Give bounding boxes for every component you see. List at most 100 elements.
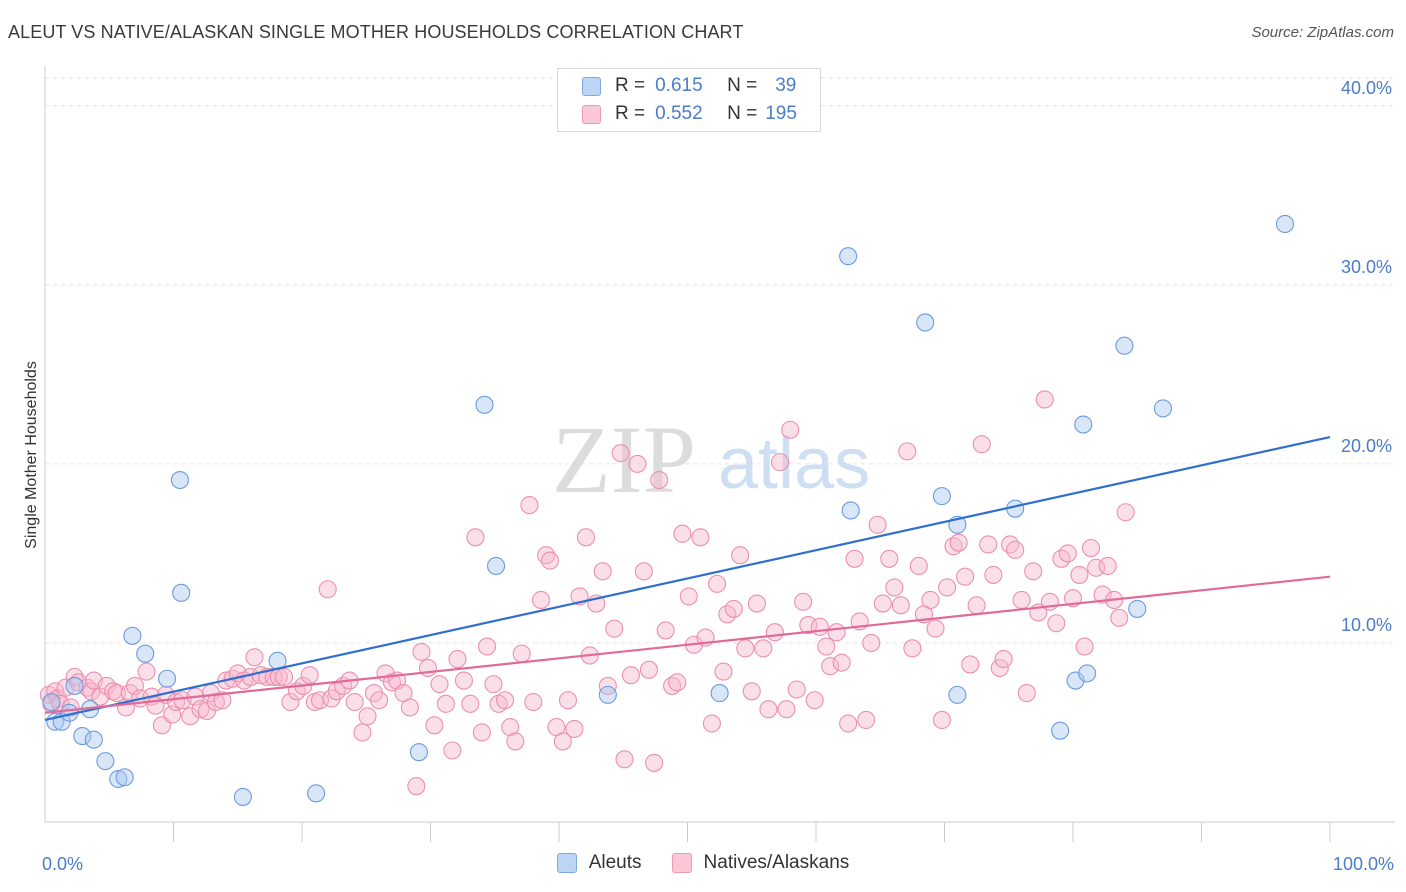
data-point	[972, 435, 991, 454]
data-point	[932, 710, 951, 729]
data-point	[524, 692, 543, 712]
data-point	[736, 639, 755, 658]
data-point	[593, 562, 612, 581]
data-point	[656, 621, 675, 640]
data-point	[448, 650, 467, 669]
data-point	[1074, 415, 1093, 434]
data-point	[1066, 671, 1085, 690]
x-tick-label: 100.0%	[1333, 854, 1394, 874]
data-point	[663, 676, 682, 695]
data-point	[817, 637, 836, 656]
bottom-legend-label-natives: Natives/Alaskans	[703, 852, 850, 873]
data-point	[486, 556, 506, 576]
legend-n-value: 39	[775, 75, 797, 96]
data-point	[418, 658, 437, 678]
data-point	[1081, 539, 1101, 558]
legend-r-value: 0.615	[655, 75, 703, 96]
legend-swatch-aleuts	[582, 76, 601, 96]
data-point	[1093, 585, 1112, 604]
data-point	[770, 453, 790, 472]
data-point	[765, 623, 784, 642]
data-point	[206, 692, 225, 712]
data-point	[42, 692, 61, 712]
data-point	[810, 617, 829, 636]
data-point	[714, 662, 733, 681]
data-point	[407, 777, 426, 796]
data-point	[400, 698, 419, 717]
data-point	[880, 549, 899, 568]
trend-line-natives	[44, 575, 1331, 714]
data-point	[109, 769, 128, 789]
bottom-legend-swatch-natives	[671, 853, 692, 873]
legend-n-value: 195	[765, 103, 797, 124]
data-point	[115, 768, 134, 787]
data-point	[845, 549, 864, 568]
data-point	[191, 700, 210, 719]
data-point	[944, 537, 963, 556]
bottom-legend-natives: Natives/Alaskans	[671, 852, 850, 874]
data-point	[443, 741, 462, 760]
data-point	[634, 562, 653, 581]
data-point	[181, 707, 200, 726]
data-point	[495, 691, 515, 710]
data-point	[454, 671, 473, 690]
data-point	[949, 533, 968, 552]
data-point	[679, 587, 698, 606]
data-point	[73, 727, 92, 746]
data-point	[96, 752, 115, 771]
data-point	[1035, 390, 1054, 409]
data-point	[961, 655, 980, 674]
chart-title: ALEUT VS NATIVE/ALASKAN SINGLE MOTHER HO…	[8, 22, 744, 42]
data-point	[605, 619, 624, 638]
data-point	[512, 644, 531, 663]
data-point	[576, 528, 596, 547]
data-point	[805, 691, 824, 710]
data-point	[1012, 590, 1031, 610]
legend-r-label: R =	[615, 103, 646, 124]
data-point	[639, 660, 659, 679]
data-point	[938, 578, 957, 597]
data-point	[787, 680, 806, 699]
legend-swatch-natives	[582, 104, 601, 124]
data-point	[984, 565, 1003, 584]
data-point	[213, 691, 232, 710]
data-point	[909, 556, 928, 576]
data-point	[370, 691, 389, 710]
data-point	[932, 487, 951, 506]
data-point	[891, 596, 910, 615]
legend-n-label: N =	[727, 75, 758, 96]
watermark-zip: ZIP	[552, 406, 696, 513]
data-point	[926, 619, 945, 638]
data-point	[520, 496, 539, 515]
bottom-legend: Aleuts Natives/Alaskans	[0, 852, 1406, 874]
data-point	[903, 639, 922, 658]
data-point	[708, 574, 727, 593]
legend-row-natives: R = 0.552 N = 195	[582, 101, 797, 127]
bottom-legend-aleuts: Aleuts	[556, 852, 642, 874]
data-point	[1058, 544, 1077, 563]
data-point	[794, 592, 813, 611]
data-point	[921, 590, 940, 610]
data-point	[628, 454, 647, 473]
data-point	[821, 657, 840, 676]
data-point	[839, 247, 858, 266]
data-point	[1153, 399, 1172, 418]
chart-source: Source: ZipAtlas.com	[1251, 24, 1394, 41]
data-point	[799, 615, 818, 635]
trend-lines	[44, 435, 1331, 722]
data-point	[310, 691, 330, 710]
data-point	[506, 732, 525, 751]
data-point	[1000, 535, 1020, 554]
data-point	[107, 684, 127, 703]
data-point	[994, 650, 1013, 669]
trend-line-aleuts	[44, 435, 1331, 722]
data-point	[621, 666, 641, 685]
data-point	[857, 710, 876, 729]
bottom-legend-swatch-aleuts	[556, 853, 577, 873]
data-point	[318, 580, 337, 599]
data-point	[1110, 608, 1129, 627]
data-point	[615, 750, 634, 769]
data-point	[466, 528, 485, 547]
data-point	[158, 669, 177, 688]
data-point	[754, 639, 773, 658]
